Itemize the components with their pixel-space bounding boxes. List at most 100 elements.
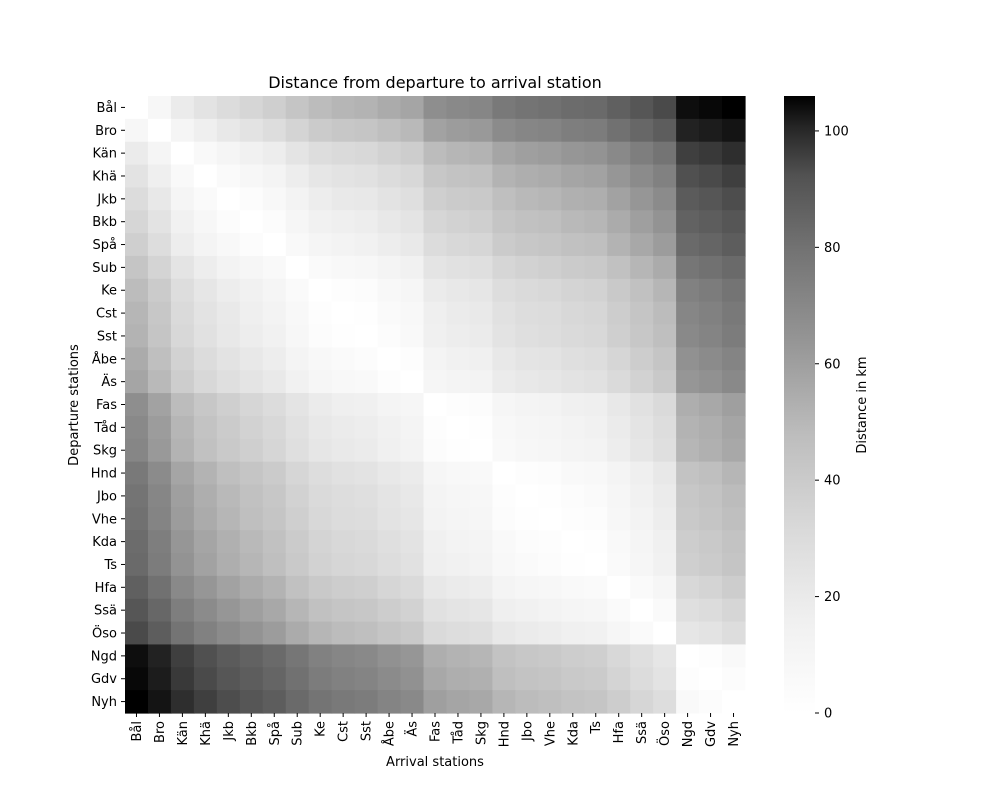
heatmap-cell [262, 164, 287, 189]
heatmap-cell [676, 210, 700, 234]
heatmap-cell [377, 690, 402, 714]
heatmap-cell [377, 164, 402, 189]
heatmap-cell [170, 141, 195, 166]
heatmap-cell [147, 370, 172, 394]
heatmap-cell [170, 118, 195, 143]
heatmap-cell [125, 644, 149, 668]
heatmap-cell [285, 667, 310, 691]
heatmap-cell [125, 164, 149, 189]
y-tick-label: Hfa [95, 581, 117, 596]
heatmap-cell [653, 415, 677, 440]
heatmap-cell [285, 347, 310, 371]
heatmap-cell [584, 461, 608, 486]
heatmap-cell [469, 553, 493, 577]
heatmap-cell [584, 118, 608, 143]
heatmap-cell [584, 278, 608, 303]
heatmap-cell [515, 415, 539, 440]
heatmap-cell [262, 301, 287, 326]
heatmap-cell [607, 278, 631, 303]
heatmap-cell [354, 667, 379, 691]
y-tick-label: Bro [95, 124, 117, 139]
heatmap-cell [469, 324, 493, 348]
heatmap-cell [377, 530, 402, 554]
heatmap-cell [538, 575, 562, 600]
heatmap-cell [515, 507, 539, 531]
x-tick-label: Kän [176, 721, 191, 746]
y-tick-label: Bål [97, 101, 118, 116]
heatmap-cell [170, 278, 195, 303]
heatmap-cell [538, 324, 562, 348]
heatmap-cell [607, 347, 631, 371]
x-tick-label: Cst [337, 721, 352, 742]
heatmap-cell [239, 553, 264, 577]
heatmap-cell [308, 301, 333, 326]
heatmap-cell [125, 575, 149, 600]
x-tick-label: Bål [130, 721, 145, 742]
heatmap-cell [653, 598, 677, 623]
heatmap-cell [331, 415, 356, 440]
heatmap-cell [308, 484, 333, 508]
heatmap-cell [125, 415, 149, 440]
heatmap-cell [354, 118, 379, 143]
heatmap-cell [561, 187, 585, 211]
heatmap-cell [676, 233, 700, 257]
heatmap-cell [423, 255, 448, 280]
heatmap-cell [147, 210, 172, 234]
heatmap-cell [630, 644, 654, 668]
heatmap-cell [630, 301, 654, 326]
heatmap-cell [423, 575, 448, 600]
heatmap-cell [561, 690, 585, 714]
heatmap-cell [676, 324, 700, 348]
heatmap-cell [331, 187, 356, 211]
heatmap-cell [492, 507, 516, 531]
heatmap-cell [446, 461, 471, 486]
heatmap-cell [699, 164, 723, 189]
heatmap-cell [285, 575, 310, 600]
x-tick-label: Jkb [222, 721, 237, 742]
heatmap-cell [469, 484, 493, 508]
heatmap-cell [607, 644, 631, 668]
heatmap-cell [262, 644, 287, 668]
heatmap-cell [469, 530, 493, 554]
heatmap-cell [377, 324, 402, 348]
heatmap-cell [125, 370, 149, 394]
heatmap-cell [331, 553, 356, 577]
heatmap-cell [676, 667, 700, 691]
heatmap-cell [354, 461, 379, 486]
heatmap-cell [630, 507, 654, 531]
heatmap-cell [216, 96, 241, 120]
heatmap-cell [653, 575, 677, 600]
heatmap-cell [653, 507, 677, 531]
heatmap-cell [377, 370, 402, 394]
heatmap-cell [446, 690, 471, 714]
heatmap-cell [239, 667, 264, 691]
x-tick-label: Ssä [635, 721, 650, 744]
colorbar-ticks: 0 20 40 60 80 100 [815, 124, 849, 722]
heatmap-cell [285, 233, 310, 257]
x-tick-label: Spå [268, 721, 283, 745]
heatmap-cell [699, 370, 723, 394]
heatmap-cell [722, 598, 746, 623]
heatmap-cell [676, 96, 700, 120]
heatmap-cell [216, 415, 241, 440]
heatmap-cell [331, 118, 356, 143]
heatmap-cell [630, 118, 654, 143]
heatmap-cell [538, 347, 562, 371]
heatmap-cell [722, 141, 746, 166]
heatmap-cell [722, 690, 746, 714]
heatmap-cell [377, 187, 402, 211]
y-tick-label: Vhe [92, 512, 117, 527]
heatmap-cell [400, 644, 425, 668]
heatmap-cell [676, 598, 700, 623]
heatmap-cell [308, 415, 333, 440]
heatmap-cell [469, 644, 493, 668]
heatmap-cell [446, 141, 471, 166]
heatmap-cell [561, 530, 585, 554]
heatmap-cell [653, 667, 677, 691]
heatmap-cell [308, 530, 333, 554]
heatmap-cell [125, 621, 149, 646]
heatmap-cell [676, 575, 700, 600]
heatmap-cell [147, 255, 172, 280]
heatmap-cell [515, 255, 539, 280]
heatmap-cell [676, 438, 700, 463]
